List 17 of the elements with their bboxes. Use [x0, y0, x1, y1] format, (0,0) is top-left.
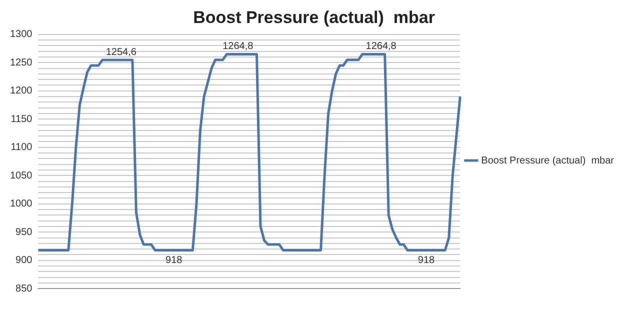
- y-tick-label: 1200: [10, 86, 33, 97]
- y-tick-label: 1100: [10, 142, 33, 154]
- y-tick-label: 1300: [10, 29, 33, 40]
- y-tick-label: 850: [16, 283, 33, 294]
- data-label: 1264,8: [222, 41, 254, 52]
- chart-title: Boost Pressure (actual) mbar: [193, 8, 436, 27]
- data-label: 1264,8: [366, 41, 397, 52]
- y-tick-label: 1050: [10, 170, 33, 182]
- data-label: 918: [418, 254, 436, 266]
- y-tick-label: 950: [16, 226, 33, 238]
- data-label: 918: [166, 254, 183, 266]
- y-tick-label: 1150: [10, 114, 33, 125]
- y-tick-label: 900: [16, 255, 33, 266]
- data-label: 1254,6: [106, 46, 137, 58]
- legend-label: Boost Pressure (actual) mbar: [481, 155, 615, 166]
- y-tick-label: 1250: [10, 57, 33, 68]
- y-tick-label: 1000: [10, 198, 33, 210]
